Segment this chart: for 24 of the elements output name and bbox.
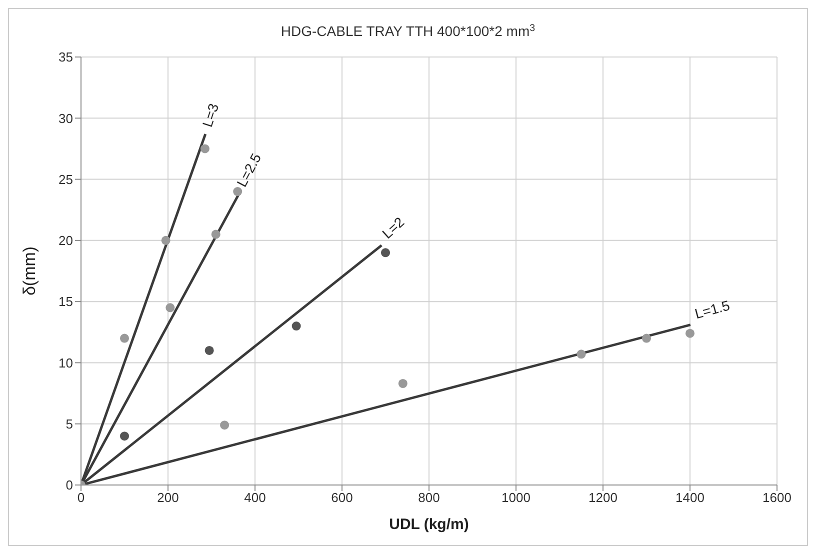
y-tick-label: 5 (66, 416, 73, 432)
text: L=1.5 (693, 297, 732, 322)
y-tick-label: 30 (58, 110, 73, 126)
x-tick-label: 800 (418, 490, 440, 506)
y-tick-label: 10 (58, 355, 73, 370)
x-axis-title: UDL (kg/m) (389, 516, 469, 533)
text: L=2.5 (233, 150, 264, 190)
y-tick-label: 15 (58, 294, 73, 310)
x-tick-label: 0 (77, 490, 85, 506)
x-tick-label: 400 (244, 490, 266, 506)
text: L=2 (378, 214, 408, 242)
y-tick-label: 25 (58, 172, 73, 187)
y-tick-label: 35 (58, 50, 73, 65)
x-tick-label: 1400 (676, 490, 704, 506)
y-axis-title: δ(mm) (20, 246, 40, 296)
x-tick-label: 600 (331, 490, 353, 506)
y-tick-label: 20 (58, 233, 73, 248)
y-tick-label: 0 (66, 478, 73, 493)
x-tick-label: 1000 (502, 490, 530, 506)
x-tick-label: 200 (157, 490, 179, 506)
x-tick-label: 1600 (762, 490, 792, 506)
text: L=3 (199, 101, 222, 129)
chart-title: HDG-CABLE TRAY TTH 400*100*2 mm$^{3}$ (280, 22, 536, 39)
x-tick-label: 1200 (588, 490, 618, 506)
